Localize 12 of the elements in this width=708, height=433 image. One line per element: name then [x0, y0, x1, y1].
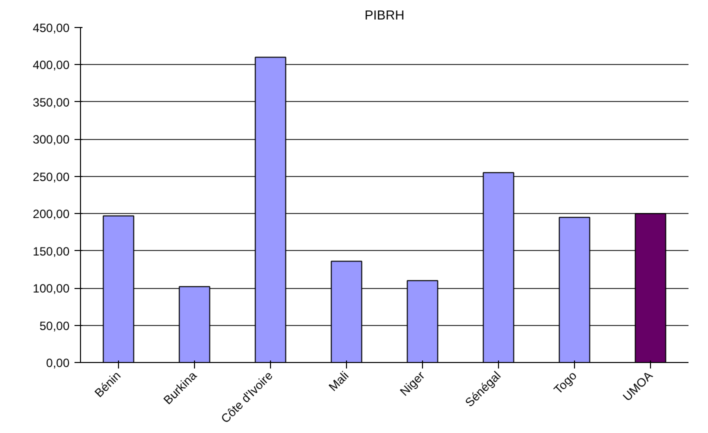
chart-title: PIBRH	[364, 8, 404, 22]
y-tick-label: 300,00	[32, 132, 70, 147]
y-tick-label: 100,00	[32, 282, 70, 296]
y-tick-label: 200,00	[32, 207, 70, 222]
y-tick-label: 150,00	[32, 244, 70, 258]
y-tick-label: 50,00	[39, 318, 70, 333]
y-tick-label: 450,00	[32, 21, 70, 35]
y-tick-label: 350,00	[32, 95, 70, 110]
y-tick-label: 0,00	[46, 356, 70, 370]
x-tick-label: Togo	[551, 368, 580, 397]
y-tick-label: 400,00	[32, 58, 70, 72]
y-tick-label: 250,00	[32, 170, 70, 184]
